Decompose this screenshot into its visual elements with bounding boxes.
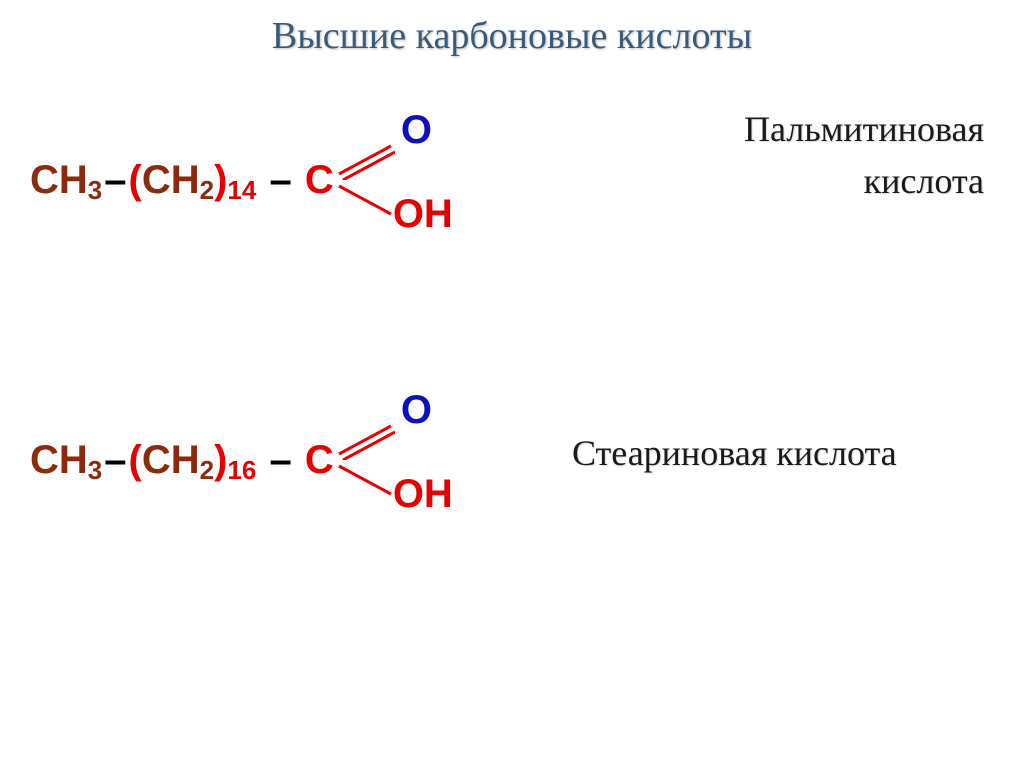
bond-dash-2: – (258, 158, 302, 203)
formula-chain-palmitic: CH3 – (CH2)14 – C O OH (30, 120, 465, 240)
cooh-group-stearic: C O OH (305, 400, 465, 520)
ch2-sub-2: 2 (200, 455, 214, 486)
stearic-formula: CH3 – (CH2)16 – C O OH (30, 400, 465, 520)
single-bond-icon-2 (335, 460, 395, 500)
ch2-text: CH (142, 158, 200, 203)
ch2-text-2: CH (142, 438, 200, 483)
open-paren-2: ( (129, 438, 142, 483)
bond-dash: – (104, 158, 126, 203)
palmitic-label-line1: Пальмитиновая (744, 108, 984, 150)
double-bond-icon-2 (335, 420, 395, 460)
formula-chain-stearic: CH3 – (CH2)16 – C O OH (30, 400, 465, 520)
close-paren: ) (214, 158, 227, 203)
page-title: Высшие карбоновые кислоты (0, 0, 1024, 58)
hydroxyl-group: OH (393, 192, 453, 237)
palmitic-label-line2: кислота (864, 160, 984, 202)
open-paren: ( (129, 158, 142, 203)
bond-dash-3: – (104, 438, 126, 483)
stearic-label: Стеариновая кислота (572, 432, 897, 474)
ch3-text-2: CH (30, 438, 88, 483)
chain-length-palmitic: 14 (227, 175, 256, 206)
close-paren-2: ) (214, 438, 227, 483)
double-bond-icon (335, 140, 395, 180)
ch3-sub: 3 (88, 175, 102, 206)
ch2-sub: 2 (200, 175, 214, 206)
bond-dash-4: – (258, 438, 302, 483)
carbon-atom: C (305, 158, 334, 203)
carbon-atom-2: C (305, 438, 334, 483)
cooh-group-palmitic: C O OH (305, 120, 465, 240)
oxygen-atom-2: O (401, 388, 432, 433)
ch3-sub-2: 3 (88, 455, 102, 486)
chain-length-stearic: 16 (227, 455, 256, 486)
single-bond-icon (335, 180, 395, 220)
palmitic-formula: CH3 – (CH2)14 – C O OH (30, 120, 465, 240)
ch3-text: CH (30, 158, 88, 203)
hydroxyl-group-2: OH (393, 472, 453, 517)
oxygen-atom: O (401, 108, 432, 153)
